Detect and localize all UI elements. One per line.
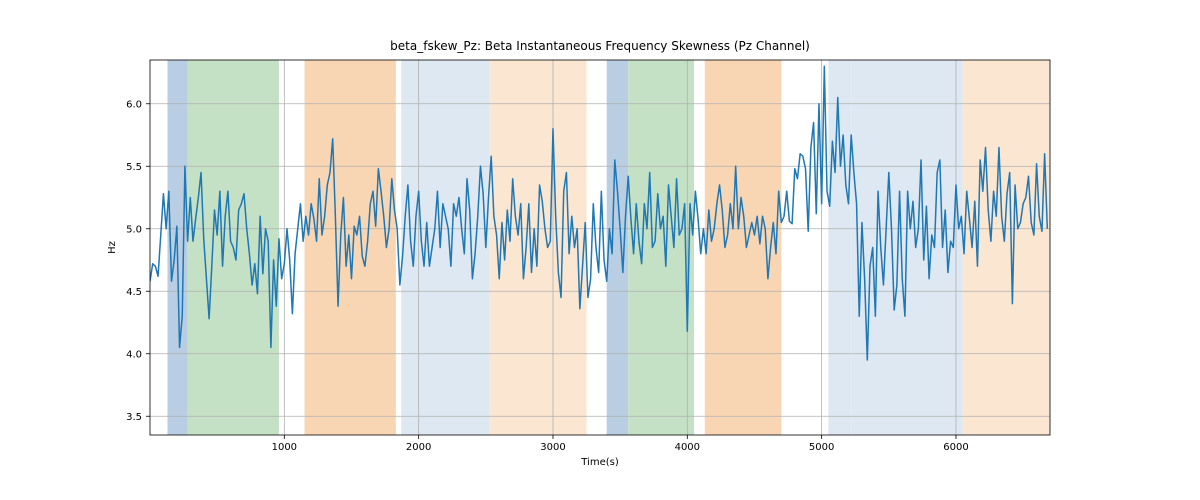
shaded-region: [963, 60, 1050, 435]
timeseries-chart: 1000 2000 3000 4000 5000 6000 3.5 4.0 4.5 5.0 5.5 6…: [0, 0, 1200, 500]
ytick-label: 4.0: [126, 349, 142, 360]
xtick-label: 1000: [272, 442, 297, 453]
xtick-label: 3000: [540, 442, 565, 453]
ytick-label: 6.0: [126, 99, 142, 110]
chart-title: beta_fskew_Pz: Beta Instantaneous Freque…: [390, 39, 810, 53]
chart-container: 1000 2000 3000 4000 5000 6000 3.5 4.0 4.5 5.0 5.5 6…: [0, 0, 1200, 500]
y-axis-label: Hz: [107, 241, 118, 254]
xtick-label: 2000: [406, 442, 431, 453]
ytick-label: 4.5: [126, 287, 142, 298]
ytick-label: 5.0: [126, 224, 142, 235]
shaded-region: [420, 60, 490, 435]
xtick-label: 5000: [809, 442, 834, 453]
ytick-label: 3.5: [126, 412, 142, 423]
xtick-label: 6000: [943, 442, 968, 453]
shaded-region: [828, 60, 851, 435]
ytick-label: 5.5: [126, 162, 142, 173]
xtick-label: 4000: [675, 442, 700, 453]
shaded-region: [607, 60, 628, 435]
shaded-region: [628, 60, 694, 435]
x-axis-label: Time(s): [580, 457, 619, 468]
